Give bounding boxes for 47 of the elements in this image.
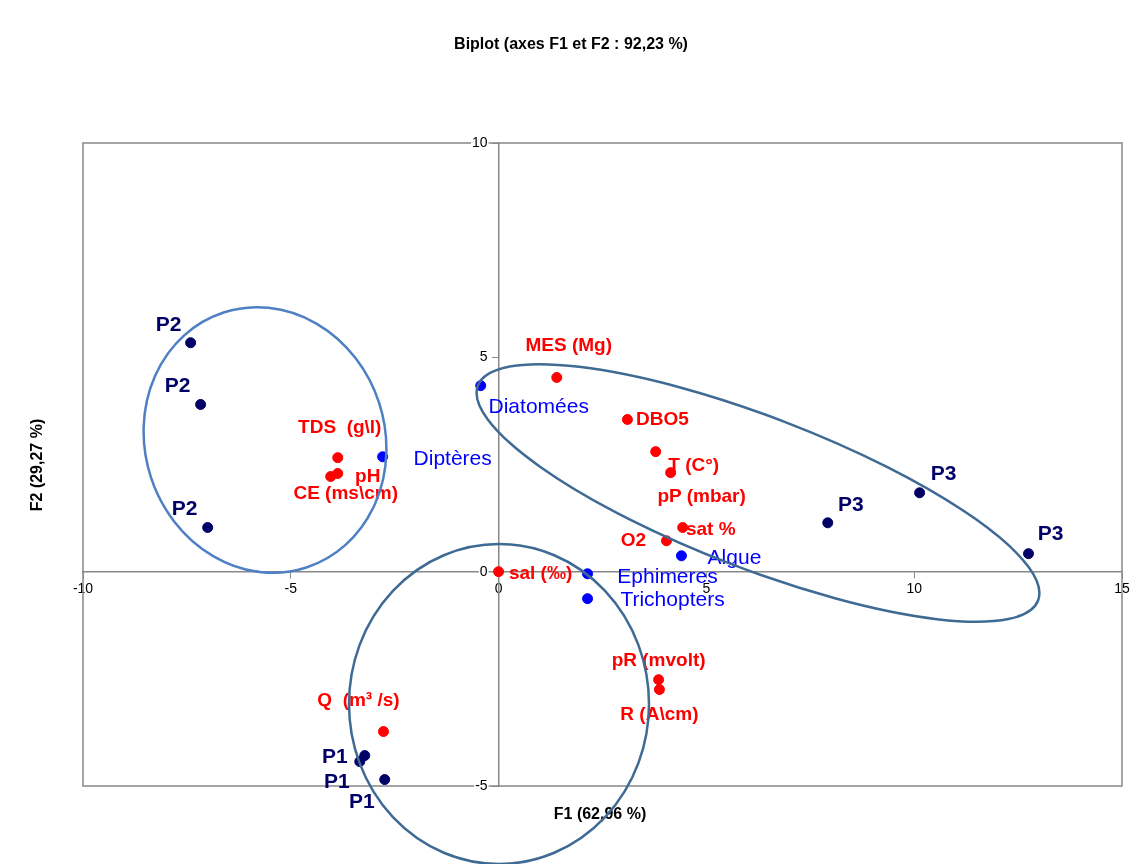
y-tick-label: 0 [479, 562, 488, 579]
point [582, 593, 594, 605]
point [195, 398, 207, 410]
y-tick-label: 5 [479, 348, 488, 365]
x-tick-label: 15 [1114, 579, 1130, 596]
data-label: P1 [321, 744, 348, 768]
y-tick-label: -5 [475, 776, 488, 793]
data-label: P2 [164, 373, 191, 397]
data-label: O2 [620, 529, 647, 551]
point [332, 452, 344, 464]
y-tick-label: 10 [472, 133, 488, 150]
data-label: P3 [837, 491, 864, 515]
point [914, 487, 926, 499]
data-label: sal (‰) [508, 561, 573, 583]
x-tick-label: 10 [906, 579, 923, 596]
y-axis-title: F2 (29,27 %) [28, 418, 46, 512]
x-tick-label: -10 [72, 579, 94, 596]
point [185, 337, 197, 349]
point [379, 774, 391, 786]
point [675, 550, 687, 562]
data-label: P2 [171, 496, 198, 520]
point [1022, 548, 1034, 560]
data-label: sat % [685, 517, 736, 539]
point [551, 371, 563, 383]
data-label: pR (mvolt) [611, 648, 706, 670]
data-label: P3 [1037, 521, 1064, 545]
chart-title: Biplot (axes F1 et F2 : 92,23 %) [454, 35, 688, 53]
data-label: pP (mbar) [657, 484, 746, 506]
data-label: TDS (g\l) [298, 415, 382, 437]
point [653, 684, 665, 696]
data-label: MES (Mg) [525, 333, 613, 355]
data-label: Diatomées [488, 394, 589, 418]
point [650, 446, 662, 458]
data-label: P1 [323, 769, 350, 793]
x-tick-label: -5 [284, 579, 298, 596]
data-label: Diptères [413, 445, 492, 469]
data-label: P1 [348, 789, 375, 813]
point [822, 517, 834, 529]
point [653, 674, 665, 686]
data-label: DBO5 [636, 407, 690, 429]
data-label: P2 [155, 311, 182, 335]
point [202, 522, 214, 534]
point [325, 471, 337, 482]
data-label: P3 [930, 460, 957, 484]
point [377, 726, 389, 738]
point [493, 566, 505, 578]
point [621, 413, 633, 425]
